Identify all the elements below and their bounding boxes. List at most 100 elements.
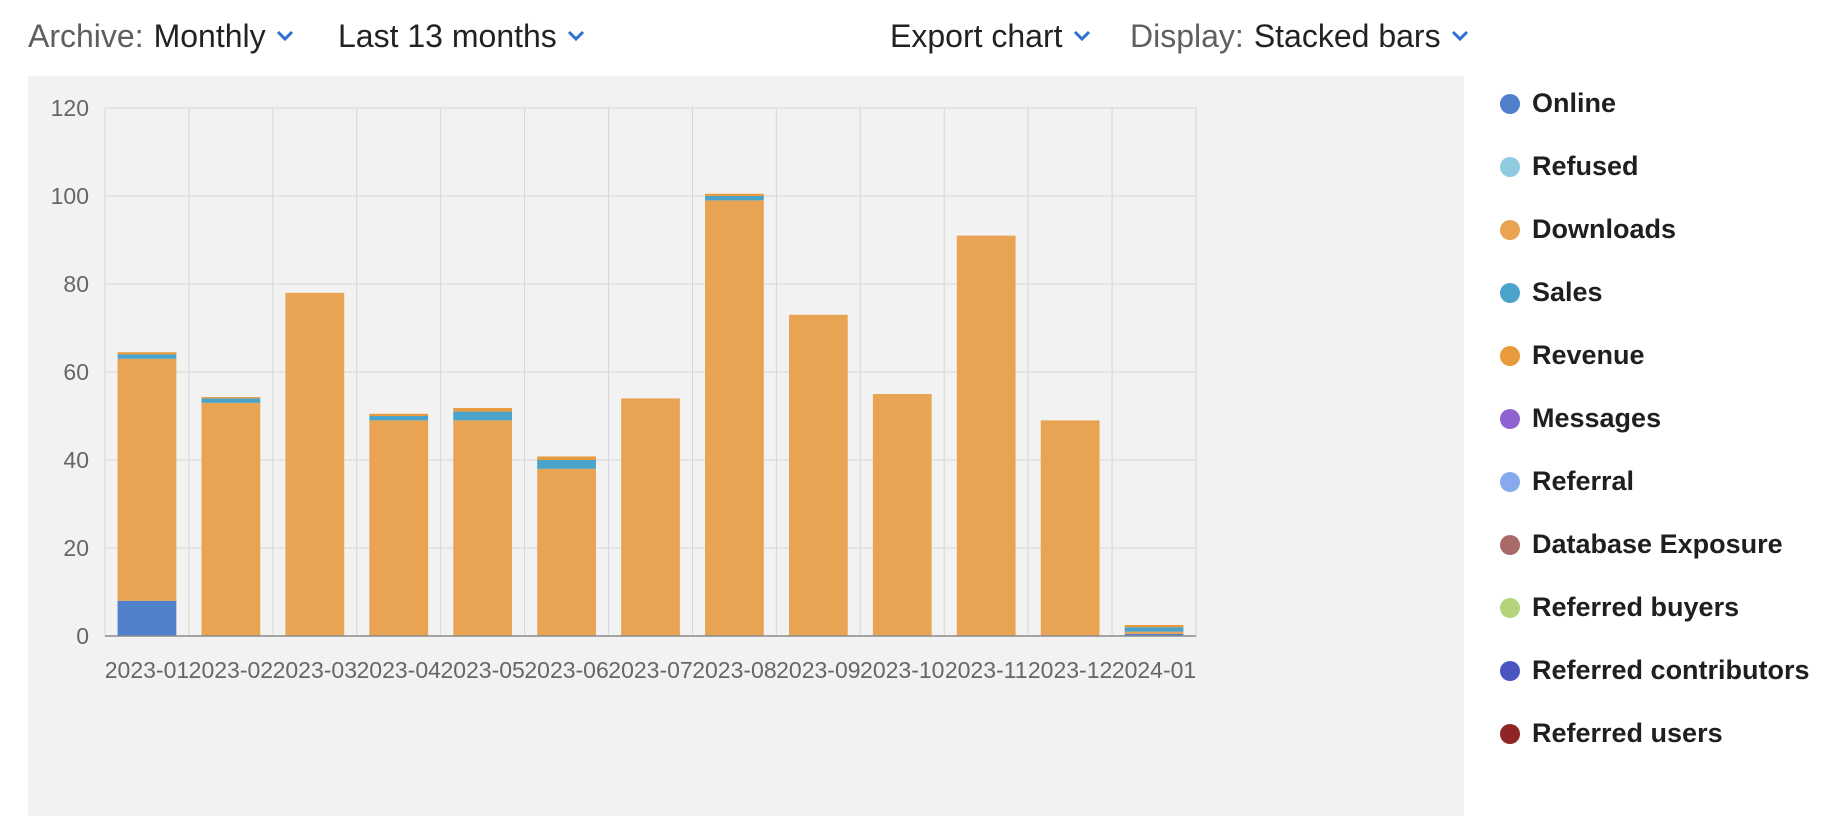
legend-label: Revenue: [1532, 340, 1645, 370]
legend-item[interactable]: Referral: [1500, 450, 1825, 513]
bar-segment[interactable]: [705, 193, 764, 196]
chart-plot-area: 0 20 40 60 80 100 120 2023-01 2023-02 2023-03 2023…: [28, 76, 1464, 816]
legend-label: Online: [1532, 88, 1617, 118]
x-tick-label: 2023-02: [189, 657, 273, 683]
bar-segment[interactable]: [705, 200, 764, 636]
x-tick-label: 2023-10: [860, 657, 944, 683]
display-label: Display:: [1130, 17, 1244, 54]
bar-segment[interactable]: [956, 235, 1016, 636]
y-tick-label: 40: [63, 447, 89, 473]
bar-segment[interactable]: [537, 456, 596, 460]
legend-label: Referred users: [1532, 718, 1723, 748]
x-tick-label: 2023-07: [608, 657, 692, 683]
bar-segment[interactable]: [369, 420, 429, 636]
bar-segment[interactable]: [117, 352, 177, 355]
legend-item[interactable]: Messages: [1500, 387, 1825, 450]
bar-segment[interactable]: [621, 398, 680, 636]
legend-label: Downloads: [1532, 214, 1677, 244]
bar-segment[interactable]: [1124, 625, 1184, 628]
chevron-down-icon: [1073, 30, 1090, 42]
bar-segment[interactable]: [117, 354, 177, 359]
chevron-down-icon: [567, 30, 584, 42]
legend-item[interactable]: Database Exposure: [1500, 513, 1825, 576]
bar-segment[interactable]: [201, 402, 261, 636]
legend-item[interactable]: Online: [1500, 72, 1825, 135]
x-tick-label: 2023-05: [440, 657, 524, 683]
bar-segment[interactable]: [537, 468, 596, 636]
y-tick-label: 60: [63, 359, 89, 385]
x-tick-label: 2023-09: [776, 657, 860, 683]
x-tick-label: 2023-11: [945, 657, 1028, 683]
legend-swatch: [1500, 471, 1520, 492]
bar-segment[interactable]: [285, 292, 345, 636]
bar-segment[interactable]: [117, 600, 177, 636]
bar-segment[interactable]: [369, 416, 429, 421]
bar-segment[interactable]: [201, 398, 261, 403]
legend-label: Referral: [1532, 466, 1635, 496]
legend-label: Messages: [1532, 403, 1662, 433]
bar-segment[interactable]: [1124, 633, 1184, 636]
y-tick-label: 120: [51, 95, 89, 121]
legend-item[interactable]: Referred users: [1500, 702, 1825, 765]
bar-segment[interactable]: [872, 394, 932, 636]
legend-swatch: [1500, 282, 1520, 303]
chevron-down-icon: [276, 30, 293, 42]
chart-toolbar: Archive: Monthly Last 13 months Export c…: [0, 0, 1470, 72]
legend-label: Sales: [1532, 277, 1603, 307]
legend-label: Database Exposure: [1532, 529, 1783, 559]
legend-item[interactable]: Downloads: [1500, 198, 1825, 261]
legend-swatch: [1500, 660, 1520, 681]
bar-segment[interactable]: [1124, 631, 1184, 634]
period-value: Last 13 months: [338, 17, 557, 54]
legend-swatch: [1500, 93, 1520, 114]
bar-segment[interactable]: [453, 420, 513, 636]
x-tick-label: 2023-06: [524, 657, 608, 683]
bar-segment[interactable]: [705, 196, 764, 201]
bar-segment[interactable]: [369, 413, 429, 416]
legend-item[interactable]: Referred contributors: [1500, 639, 1825, 702]
archive-dropdown[interactable]: Archive: Monthly: [28, 14, 294, 58]
x-tick-label: 2023-08: [692, 657, 776, 683]
y-tick-label: 20: [63, 535, 89, 561]
legend-item[interactable]: Refused: [1500, 135, 1825, 198]
legend-label: Referred buyers: [1532, 592, 1740, 622]
x-tick-label: 2023-12: [1028, 657, 1112, 683]
y-tick-label: 100: [51, 183, 89, 209]
archive-value: Monthly: [153, 17, 266, 54]
x-tick-label: 2023-03: [273, 657, 357, 683]
archive-label: Archive:: [28, 17, 144, 54]
y-tick-label: 80: [63, 271, 89, 297]
bar-segment[interactable]: [537, 460, 596, 469]
chart-legend: Online Refused Downloads Sales Revenue Messag…: [1500, 72, 1825, 765]
bar-segment[interactable]: [1040, 420, 1100, 636]
legend-item[interactable]: Referred buyers: [1500, 576, 1825, 639]
legend-swatch: [1500, 408, 1520, 429]
bar-segment[interactable]: [1124, 627, 1184, 632]
legend-swatch: [1500, 723, 1520, 744]
bar-segment[interactable]: [453, 408, 513, 412]
bar-segment[interactable]: [117, 358, 177, 601]
x-tick-label: 2023-04: [357, 657, 442, 683]
period-dropdown[interactable]: Last 13 months: [338, 14, 585, 58]
legend-swatch: [1500, 345, 1520, 366]
display-value: Stacked bars: [1253, 17, 1441, 54]
bar-segment[interactable]: [453, 411, 513, 421]
export-chart-label: Export chart: [890, 17, 1063, 54]
legend-swatch: [1500, 156, 1520, 177]
legend-swatch: [1500, 534, 1520, 555]
legend-item[interactable]: Revenue: [1500, 324, 1825, 387]
legend-item[interactable]: Sales: [1500, 261, 1825, 324]
legend-swatch: [1500, 597, 1520, 618]
y-tick-label: 0: [76, 623, 89, 649]
bar-segment[interactable]: [201, 397, 261, 399]
bar-segment[interactable]: [788, 314, 848, 636]
chevron-down-icon: [1451, 30, 1468, 42]
display-dropdown[interactable]: Display: Stacked bars: [1130, 14, 1469, 58]
x-tick-label: 2023-01: [105, 657, 189, 683]
export-chart-dropdown[interactable]: Export chart: [890, 14, 1091, 58]
legend-swatch: [1500, 219, 1520, 240]
legend-label: Refused: [1532, 151, 1639, 181]
legend-label: Referred contributors: [1532, 655, 1810, 685]
x-tick-label: 2024-01: [1112, 657, 1196, 683]
